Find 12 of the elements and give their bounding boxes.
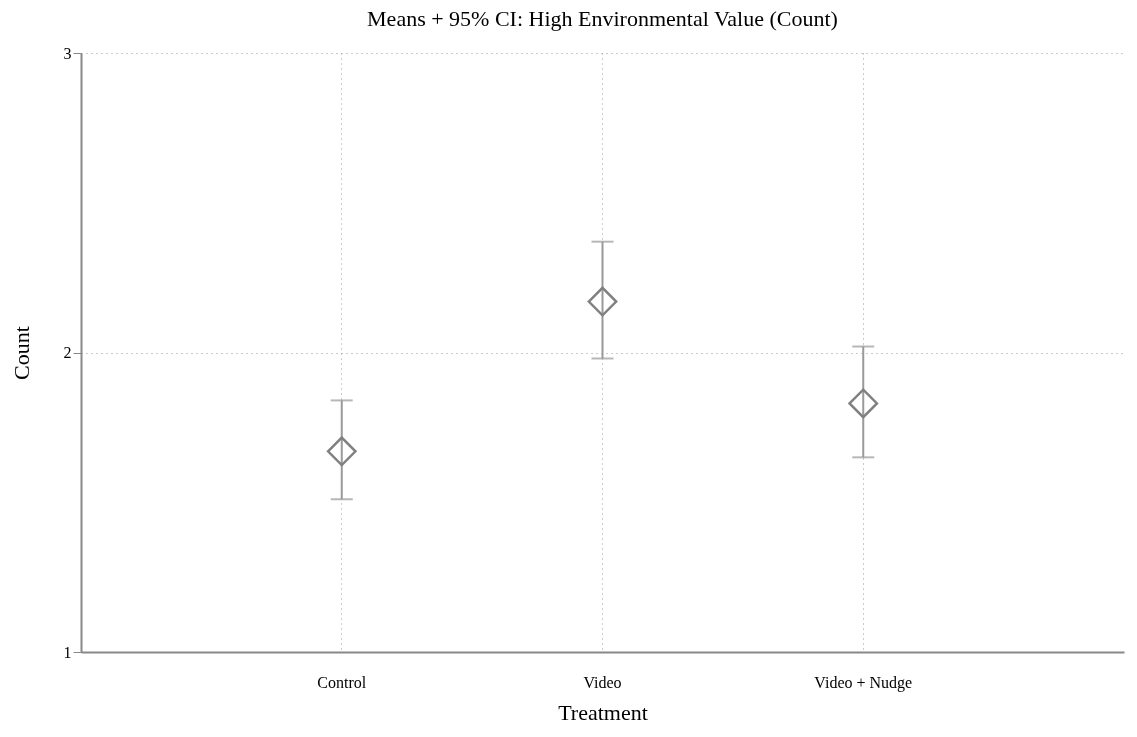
x-axis-title: Treatment bbox=[558, 699, 648, 725]
point bbox=[587, 286, 618, 317]
chart-title: Means + 95% CI: High Environmental Value (Count) bbox=[367, 6, 838, 31]
x-tick-label: Video + Nudge bbox=[814, 673, 913, 692]
y-tick-label: 3 bbox=[63, 44, 72, 62]
y-axis-title: Count bbox=[8, 326, 34, 380]
point bbox=[848, 388, 879, 419]
y-tick-label: 1 bbox=[63, 643, 72, 661]
y-tick-label: 2 bbox=[63, 344, 72, 361]
x-tick-label: Control bbox=[317, 673, 367, 691]
point bbox=[326, 436, 357, 467]
x-tick-label: Video bbox=[583, 673, 622, 691]
